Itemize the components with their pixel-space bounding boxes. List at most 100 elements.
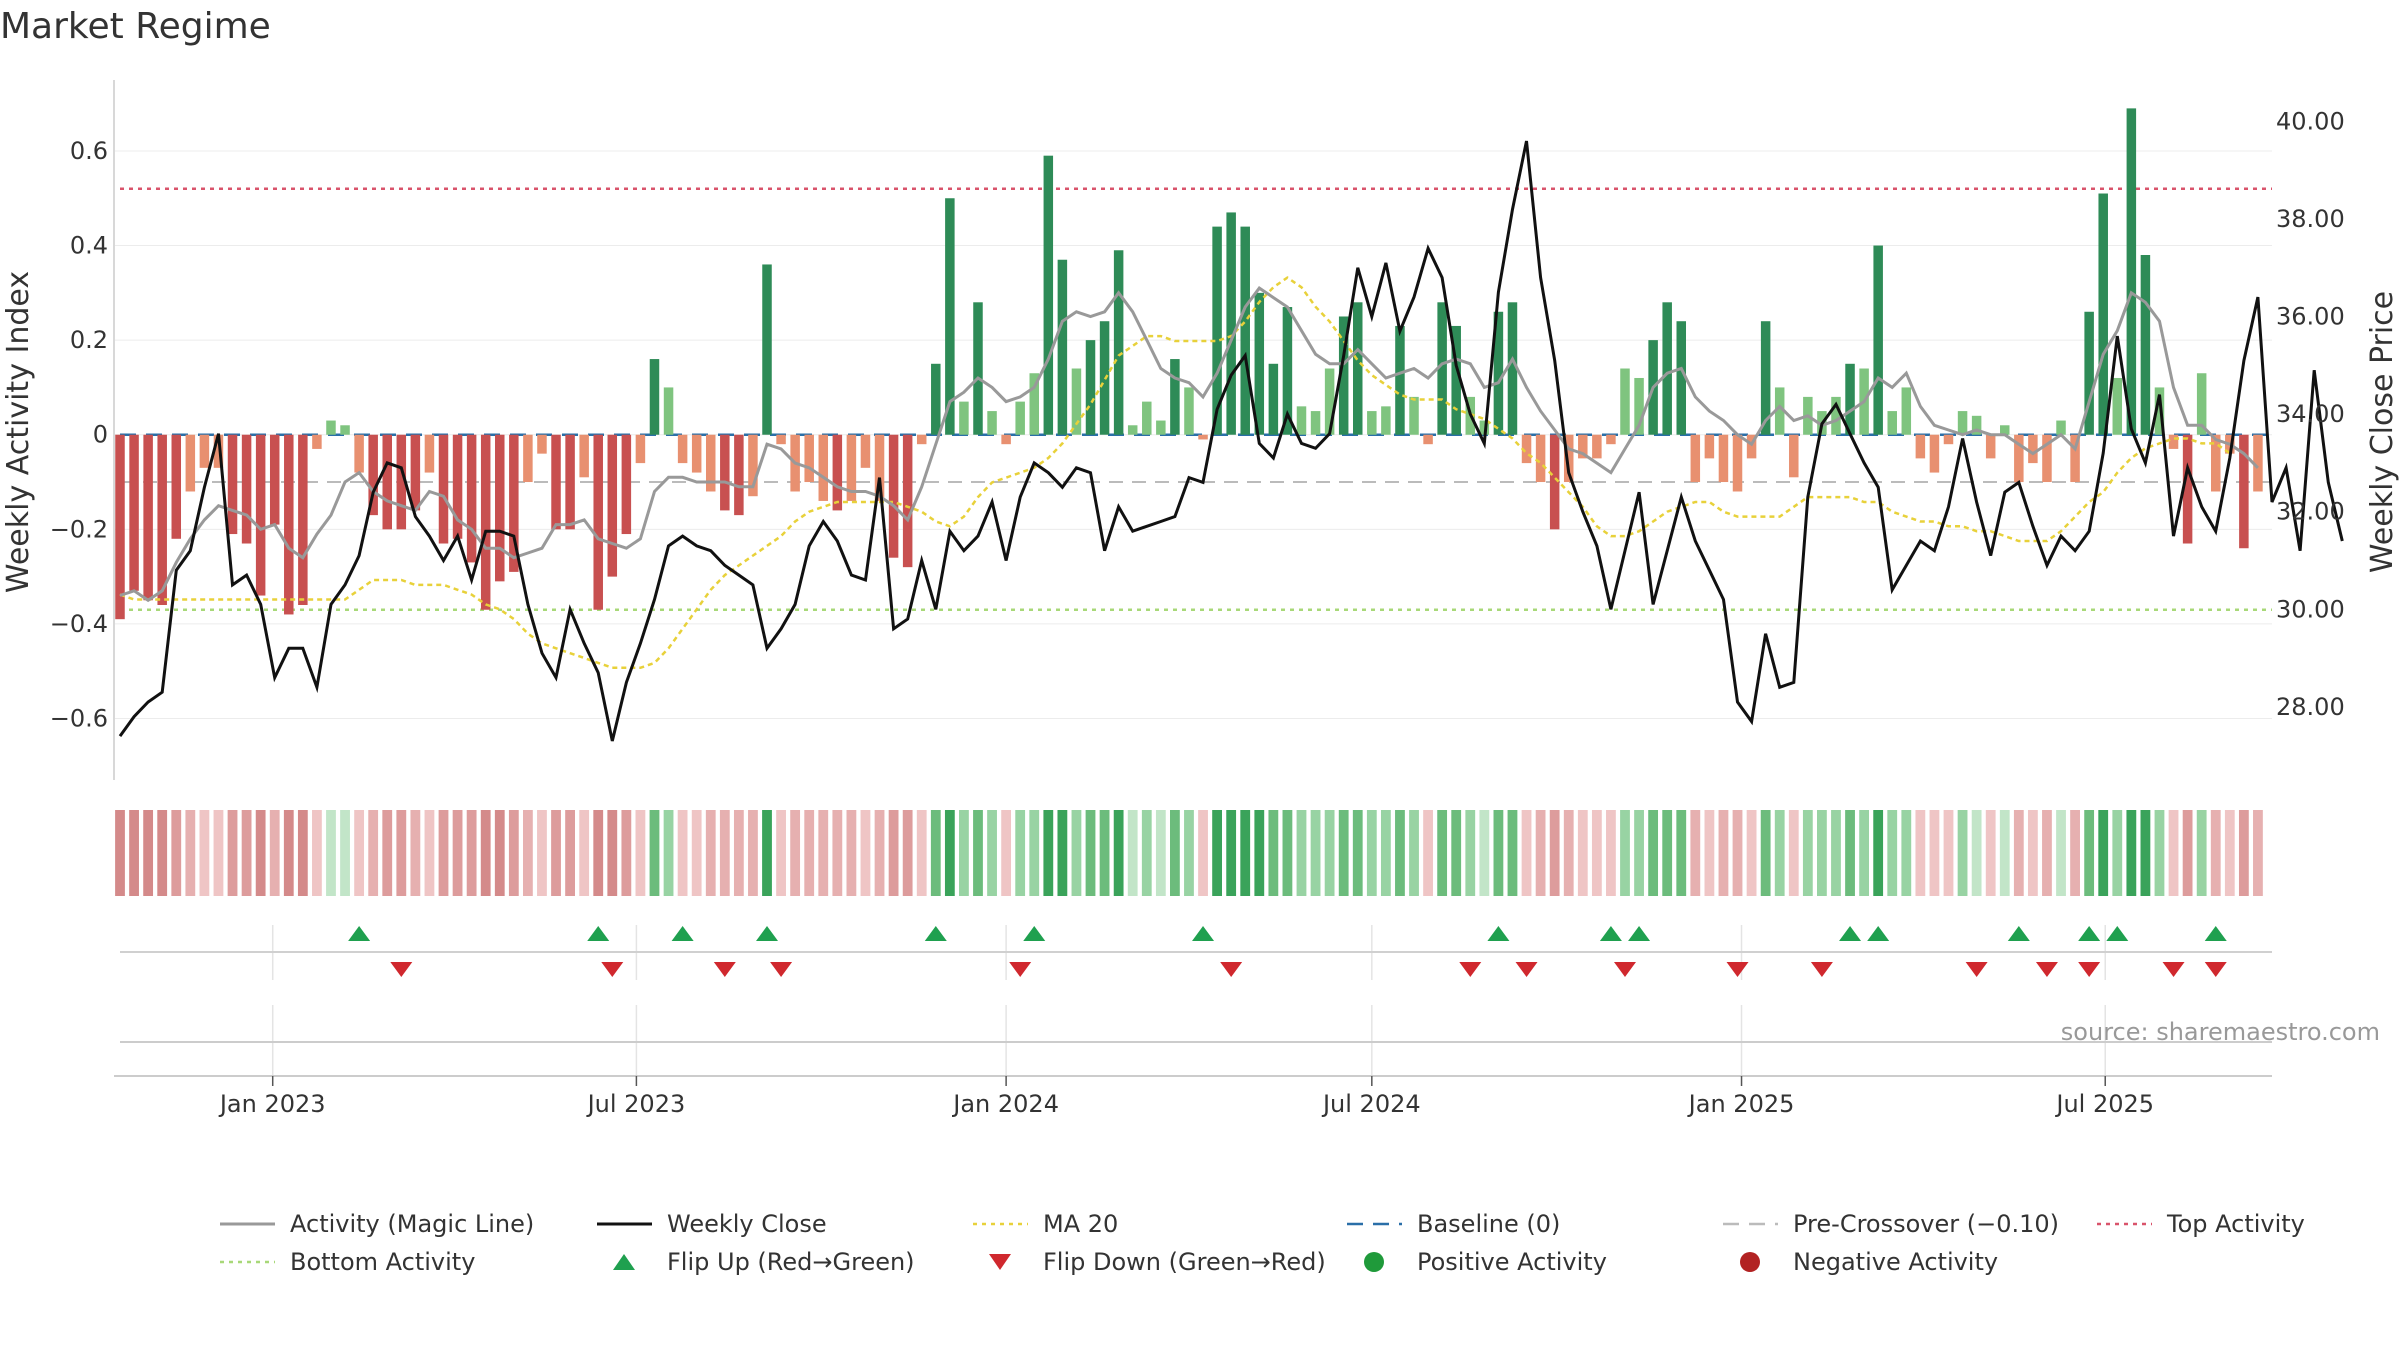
heat-cell xyxy=(2140,810,2151,896)
activity-bar xyxy=(438,434,449,544)
heat-cell xyxy=(973,810,983,896)
legend-item-neg_activity: Negative Activity xyxy=(1740,1248,1998,1276)
activity-bar xyxy=(1451,325,1461,435)
activity-bar xyxy=(1057,259,1068,435)
heat-cell xyxy=(410,810,421,896)
heat-cell xyxy=(396,810,407,896)
heat-cell xyxy=(1423,810,1433,896)
flip-up-marker xyxy=(2078,926,2101,941)
activity-bar xyxy=(410,434,421,511)
legend-item-ma20: MA 20 xyxy=(973,1210,1118,1238)
left-tick-label: 0.4 xyxy=(70,232,108,260)
heat-cell xyxy=(1324,810,1335,896)
activity-bar xyxy=(1929,434,1940,473)
heat-cell xyxy=(466,810,477,896)
heat-cell xyxy=(438,810,449,896)
heat-cell xyxy=(1409,810,1419,896)
legend-label: Top Activity xyxy=(2166,1210,2305,1238)
legend-label: Flip Down (Green→Red) xyxy=(1043,1248,1326,1276)
activity-bar xyxy=(115,434,125,620)
chart-title: Market Regime xyxy=(0,6,271,47)
heat-cell xyxy=(2196,810,2207,896)
x-tick-label: Jul 2023 xyxy=(586,1090,686,1118)
x-tick-label: Jul 2025 xyxy=(2054,1090,2154,1118)
flip-down-marker xyxy=(770,962,793,977)
heat-cell xyxy=(452,810,463,896)
activity-bar xyxy=(1184,387,1194,435)
heat-cell xyxy=(2126,810,2137,896)
activity-bar xyxy=(2070,434,2080,483)
right-tick-label: 32.00 xyxy=(2276,498,2345,526)
heat-cell xyxy=(1915,810,1926,896)
activity-bar xyxy=(452,434,463,539)
heat-cell xyxy=(1437,810,1448,896)
activity-bar xyxy=(2084,311,2094,435)
flip-up-marker xyxy=(671,926,694,941)
activity-bar xyxy=(255,434,266,596)
reference-lines xyxy=(120,187,2272,611)
right-tick-label: 34.00 xyxy=(2276,400,2345,428)
activity-bar xyxy=(691,434,702,473)
activity-bar xyxy=(269,434,280,525)
activity-bar xyxy=(1901,387,1912,435)
activity-bar xyxy=(2042,434,2052,483)
flip-down-marker xyxy=(1515,962,1538,977)
activity-bar xyxy=(2140,255,2151,435)
activity-bar xyxy=(1521,434,1532,464)
legend-label: Flip Up (Red→Green) xyxy=(667,1248,915,1276)
heat-cell xyxy=(1732,810,1743,896)
activity-bar xyxy=(1535,434,1546,483)
heat-cell xyxy=(804,810,815,896)
heat-cell xyxy=(227,810,238,896)
activity-bar xyxy=(495,434,505,582)
heat-cell xyxy=(1774,810,1785,896)
heat-cell xyxy=(1226,810,1237,896)
left-tick-label: 0 xyxy=(93,421,108,449)
heat-cell xyxy=(902,810,913,896)
legend-label: Bottom Activity xyxy=(290,1248,475,1276)
heat-cell xyxy=(2027,810,2038,896)
heat-cell xyxy=(2154,810,2165,896)
heat-cell xyxy=(1071,810,1082,896)
heat-cell xyxy=(424,810,435,896)
heat-cell xyxy=(1521,810,1532,896)
flip-down-marker xyxy=(1726,962,1749,977)
heat-cell xyxy=(1296,810,1307,896)
activity-bar xyxy=(2014,434,2024,483)
activity-bar xyxy=(1985,434,1996,459)
legend-label: Positive Activity xyxy=(1417,1248,1607,1276)
activity-bar xyxy=(2168,434,2179,449)
activity-bar xyxy=(621,434,632,535)
heat-cell xyxy=(944,810,955,896)
activity-bars xyxy=(115,108,2263,620)
heat-cell xyxy=(480,810,491,896)
activity-bar xyxy=(1563,434,1574,483)
flip-up-marker xyxy=(1487,926,1510,941)
activity-bar xyxy=(157,434,167,605)
heat-cell xyxy=(1254,810,1265,896)
activity-bar xyxy=(916,434,927,445)
heat-cell xyxy=(1999,810,2010,896)
activity-bar xyxy=(1845,363,1855,435)
regime-heat-strip xyxy=(115,810,2263,896)
activity-bar xyxy=(635,434,646,464)
activity-bar xyxy=(888,434,899,558)
legend-label: Baseline (0) xyxy=(1417,1210,1560,1238)
activity-bar xyxy=(832,434,843,511)
heat-cell xyxy=(2224,810,2235,896)
activity-bar xyxy=(424,434,435,473)
activity-bar xyxy=(2239,434,2249,549)
activity-bar xyxy=(1606,434,1616,445)
activity-bar xyxy=(1226,212,1236,435)
activity-bar xyxy=(1676,321,1687,435)
activity-bar xyxy=(607,434,618,577)
heat-cell xyxy=(1380,810,1391,896)
activity-bar xyxy=(382,434,392,530)
heat-cell xyxy=(1465,810,1476,896)
heat-cell xyxy=(1479,810,1490,896)
heat-cell xyxy=(1015,810,1026,896)
activity-bar xyxy=(663,387,674,435)
activity-bar xyxy=(1240,226,1250,435)
heat-cell xyxy=(1549,810,1560,896)
heat-cell xyxy=(1282,810,1293,896)
